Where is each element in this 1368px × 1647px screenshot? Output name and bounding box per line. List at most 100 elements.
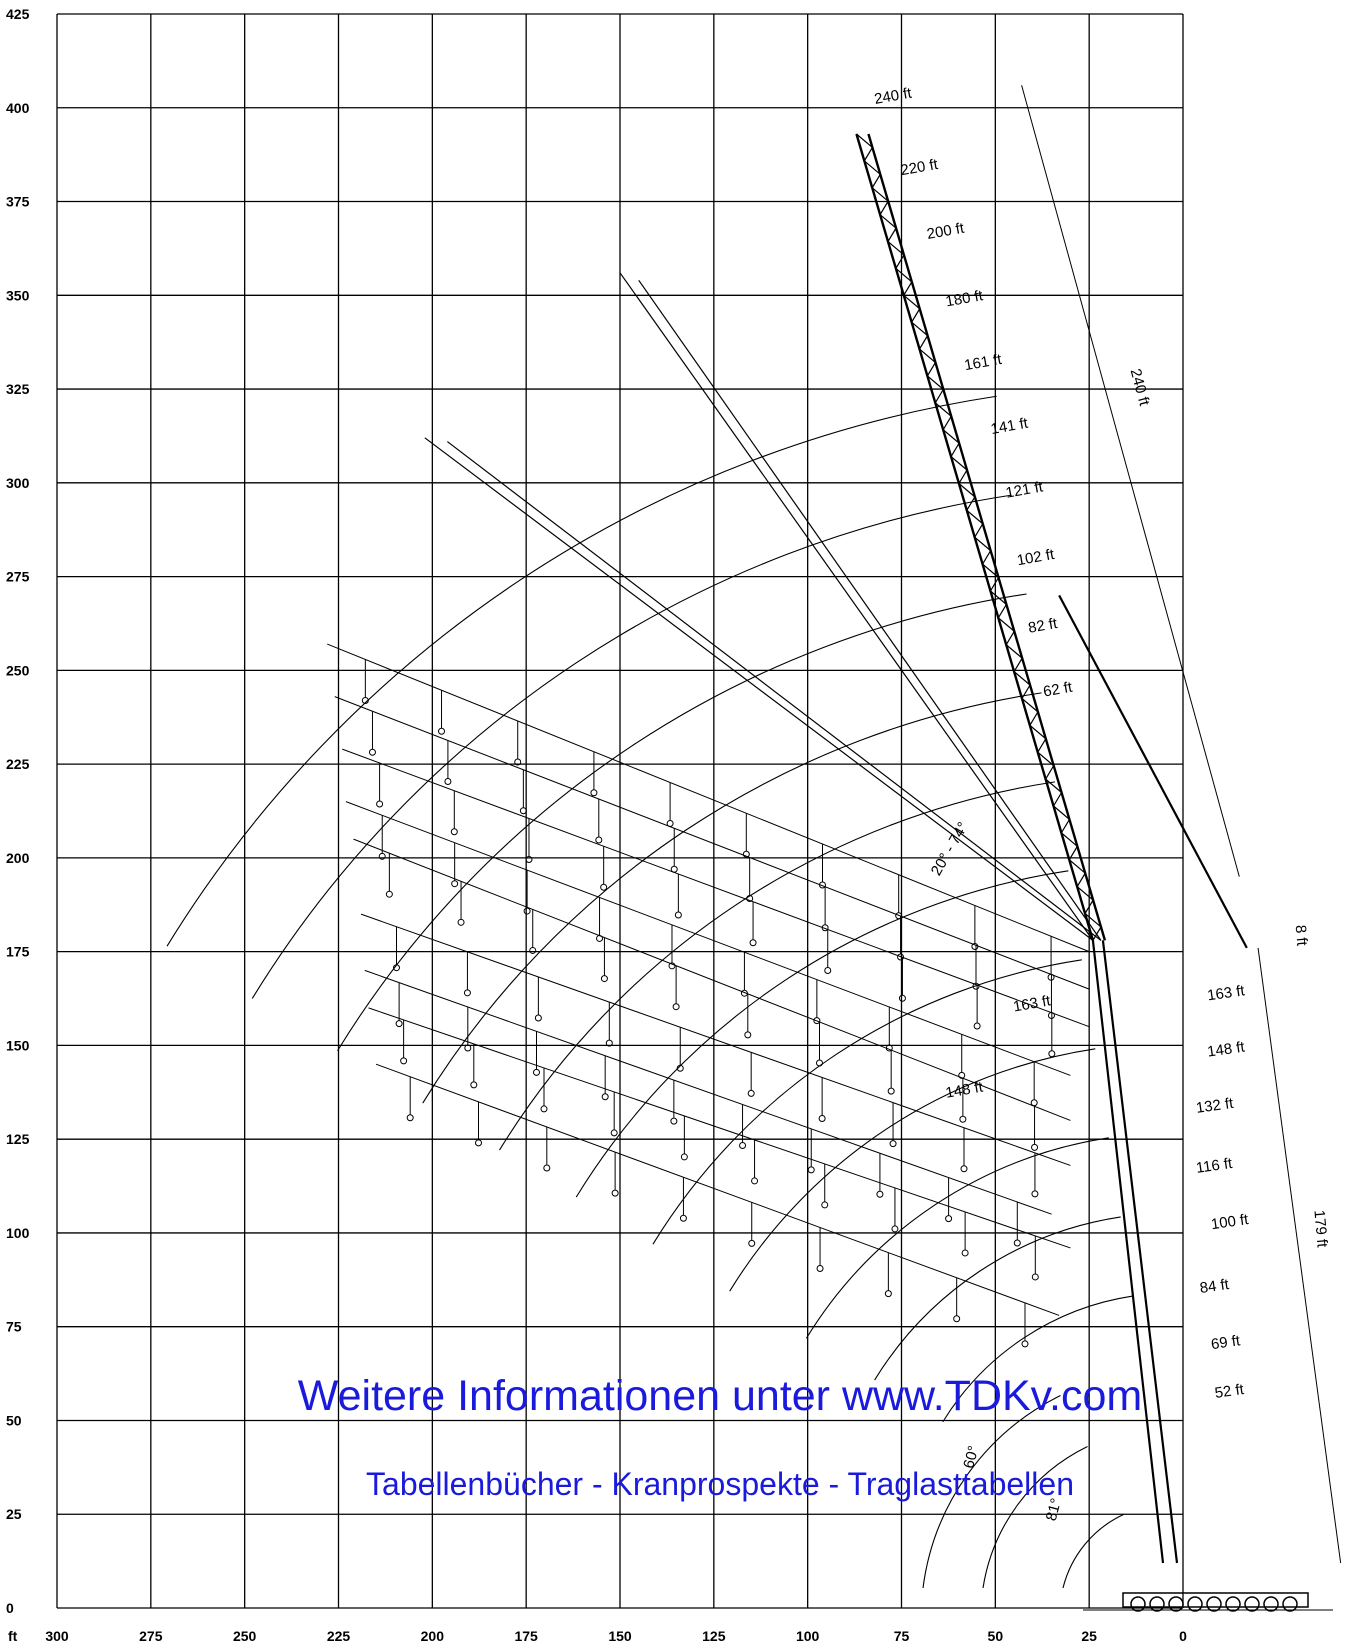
- dim-8-label: 8 ft: [1292, 924, 1311, 947]
- jib-label: 62 ft: [1042, 679, 1075, 701]
- hook-marker: [898, 994, 906, 1002]
- carrier-wheel: [1206, 1596, 1222, 1612]
- main-boom-label: 84 ft: [1199, 1276, 1231, 1297]
- hook-marker: [818, 1114, 826, 1122]
- carrier-wheel: [1130, 1596, 1146, 1612]
- hook-marker: [532, 1068, 540, 1076]
- hook-marker: [1013, 1239, 1021, 1247]
- hook-marker: [395, 1020, 403, 1028]
- hook-marker: [1048, 1050, 1056, 1058]
- radius-arc: [942, 1295, 1133, 1423]
- hook-marker: [747, 1089, 755, 1097]
- hook-marker: [670, 1117, 678, 1125]
- y-tick-label: 50: [6, 1412, 22, 1428]
- hook-marker: [972, 982, 980, 990]
- hook-marker: [887, 1087, 895, 1095]
- y-tick-label: 275: [6, 569, 30, 585]
- jib-label: 141 ft: [989, 415, 1030, 438]
- hook-marker: [679, 1214, 687, 1222]
- hook-marker: [406, 1114, 414, 1122]
- x-tick-label: 150: [608, 1628, 632, 1644]
- watermark-line2: Tabellenbücher - Kranprospekte - Traglas…: [366, 1466, 1074, 1502]
- carrier-wheel: [1168, 1596, 1184, 1612]
- hook-marker: [376, 800, 384, 808]
- y-tick-label: 300: [6, 475, 30, 491]
- hook-marker: [361, 696, 369, 704]
- x-tick-label: 25: [1081, 1628, 1097, 1644]
- y-tick-label: 375: [6, 194, 30, 210]
- radius-arc: [652, 959, 1082, 1245]
- hook-marker: [674, 911, 682, 919]
- hook-marker: [746, 895, 754, 903]
- jib-label: 82 ft: [1027, 615, 1060, 637]
- hook-marker: [889, 1140, 897, 1148]
- radius-arc: [575, 870, 1069, 1198]
- x-tick-label: 300: [45, 1628, 69, 1644]
- hook-marker: [748, 1239, 756, 1247]
- angle-arc: [922, 1395, 1061, 1589]
- hook-marker: [945, 1215, 953, 1223]
- pendant-line: [1058, 594, 1248, 949]
- hook-marker: [1031, 1143, 1039, 1151]
- hook-marker: [816, 1265, 824, 1273]
- x-unit-label: ft: [8, 1628, 18, 1644]
- hook-marker: [824, 967, 832, 975]
- hook-marker: [668, 962, 676, 970]
- x-tick-label: 100: [796, 1628, 820, 1644]
- hook-marker: [601, 1093, 609, 1101]
- load-line: [342, 748, 1090, 1028]
- load-line: [375, 1063, 1060, 1316]
- x-tick-label: 0: [1179, 1628, 1187, 1644]
- jib-label: 121 ft: [1004, 478, 1045, 501]
- main-boom-label: 132 ft: [1195, 1095, 1235, 1117]
- x-tick-label: 275: [139, 1628, 163, 1644]
- hook-marker: [958, 1071, 966, 1079]
- main-boom-label: 100 ft: [1210, 1211, 1250, 1233]
- hook-marker: [385, 890, 393, 898]
- radius-arc: [251, 494, 1012, 999]
- hook-marker: [600, 975, 608, 983]
- load-line: [353, 838, 1071, 1121]
- hook-marker: [438, 727, 446, 735]
- radius-arc: [499, 781, 1056, 1151]
- hook-marker: [973, 1022, 981, 1030]
- y-tick-label: 425: [6, 6, 30, 22]
- hook-marker: [523, 907, 531, 915]
- hook-marker: [884, 1290, 892, 1298]
- x-tick-label: 200: [421, 1628, 445, 1644]
- hook-marker: [392, 964, 400, 972]
- dim-179-label: 179 ft: [1310, 1209, 1330, 1249]
- hook-marker: [1021, 1340, 1029, 1348]
- y-tick-label: 150: [6, 1037, 30, 1053]
- offset-angle-label: 20° - 74°: [928, 819, 972, 878]
- carrier-wheel: [1282, 1596, 1298, 1612]
- hook-marker: [680, 1153, 688, 1161]
- hook-marker: [821, 1201, 829, 1209]
- y-tick-label: 100: [6, 1225, 30, 1241]
- carrier-wheel: [1149, 1596, 1165, 1612]
- hook-marker: [960, 1165, 968, 1173]
- jib-alt-2b: [446, 441, 1102, 941]
- radius-arc: [729, 1048, 1096, 1292]
- angle-60-label: 60°: [960, 1444, 982, 1470]
- y-tick-label: 125: [6, 1131, 30, 1147]
- hook-marker: [1030, 1099, 1038, 1107]
- hook-marker: [610, 1129, 618, 1137]
- main-boom-label: 116 ft: [1195, 1155, 1234, 1177]
- hook-marker: [1031, 1190, 1039, 1198]
- hook-marker: [959, 1115, 967, 1123]
- carrier-wheel: [1244, 1596, 1260, 1612]
- y-tick-label: 175: [6, 944, 30, 960]
- hook-marker: [815, 1059, 823, 1067]
- y-tick-label: 400: [6, 100, 30, 116]
- y-tick-label: 225: [6, 756, 30, 772]
- hook-marker: [953, 1315, 961, 1323]
- main-boom-label: 52 ft: [1214, 1381, 1246, 1402]
- jib-alt-2: [424, 437, 1094, 941]
- hook-marker: [600, 883, 608, 891]
- hook-marker: [368, 748, 376, 756]
- y-tick-label: 200: [6, 850, 30, 866]
- load-line: [360, 913, 1071, 1166]
- main-boom-left: [1091, 940, 1165, 1564]
- hook-marker: [450, 828, 458, 836]
